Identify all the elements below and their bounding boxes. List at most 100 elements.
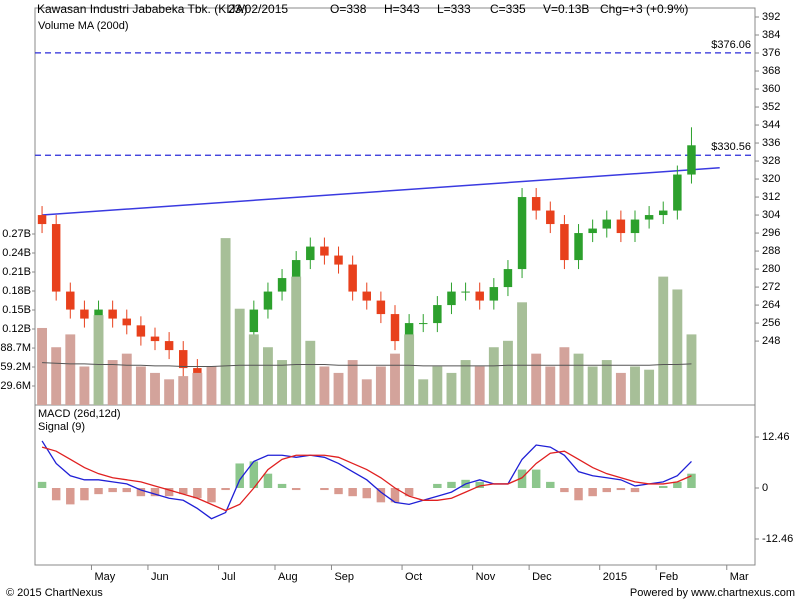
volume-ma-line: [42, 362, 692, 367]
candle-body: [616, 219, 626, 234]
x-tick-label: Jun: [151, 571, 169, 583]
chart-title: Kawasan Industri Jababeka Tbk. (KIJA): [37, 2, 248, 16]
y-tick-label: 12.46: [762, 431, 790, 443]
volume-bar: [93, 315, 104, 405]
macd-histogram-bar: [122, 488, 131, 493]
candle-body: [659, 210, 668, 216]
volume-bar: [107, 360, 118, 405]
candle-body: [517, 197, 527, 270]
macd-histogram-bar: [80, 488, 89, 501]
volume-bar: [79, 366, 90, 405]
candle-body: [630, 219, 640, 234]
volume-bar: [234, 308, 245, 405]
volume-bar: [531, 353, 542, 405]
candle-body: [673, 174, 682, 211]
candle-body: [348, 264, 357, 292]
candle-body: [546, 210, 555, 225]
y-tick-label: 320: [762, 173, 780, 185]
y-tick-label: 88.7M: [0, 342, 31, 354]
y-tick-label: 0.27B: [2, 228, 31, 240]
y-tick-label: -12.46: [762, 533, 793, 545]
candle-body: [136, 325, 146, 337]
candle-body: [447, 291, 456, 306]
macd-histogram-bar: [277, 483, 287, 489]
macd-histogram-bar: [602, 488, 611, 493]
macd-histogram-bar: [51, 488, 61, 501]
candle-body: [419, 323, 428, 325]
candle-body: [150, 336, 160, 342]
candle-body: [249, 309, 259, 333]
y-tick-label: 0.24B: [2, 247, 31, 259]
macd-histogram-bar: [291, 488, 301, 491]
macd-histogram-bar: [390, 488, 400, 503]
macd-histogram-bar: [348, 488, 357, 497]
y-tick-label: 328: [762, 155, 780, 167]
candle-body: [531, 197, 541, 211]
macd-histogram-bar: [207, 488, 216, 503]
volume-bar: [319, 366, 330, 405]
macd-histogram-bar: [66, 488, 75, 505]
x-tick-label: Feb: [659, 571, 678, 583]
macd-histogram-bar: [320, 488, 329, 491]
candle-body: [66, 291, 75, 310]
volume-bar: [65, 334, 76, 405]
volume-bar: [164, 379, 175, 405]
macd-histogram-bar: [447, 481, 456, 489]
macd-histogram-bar: [376, 488, 386, 503]
macd-histogram-bar: [179, 488, 188, 495]
volume-bar: [446, 372, 457, 405]
candle-body: [277, 278, 287, 292]
y-tick-label: 248: [762, 335, 780, 347]
macd-histogram-bar: [164, 488, 174, 497]
x-tick-label: May: [94, 571, 115, 583]
level-label: $376.06: [711, 39, 751, 51]
candle-body: [588, 228, 597, 234]
candle-body: [320, 246, 329, 256]
macd-histogram-bar: [263, 473, 273, 489]
x-tick-label: Sep: [334, 571, 354, 583]
macd-histogram-bar: [659, 485, 668, 489]
y-tick-label: 368: [762, 65, 780, 77]
volume-bar: [178, 376, 189, 405]
volume-bar: [559, 347, 570, 405]
volume-bar: [375, 366, 386, 405]
candle-body: [122, 318, 131, 326]
y-tick-label: 296: [762, 227, 780, 239]
candle-body: [291, 260, 301, 279]
header-field: V=0.13B: [543, 2, 589, 16]
volume-bar: [263, 347, 273, 405]
candle-body: [404, 323, 414, 342]
candle-body: [390, 314, 400, 342]
x-tick-label: Oct: [405, 571, 422, 583]
x-tick-label: Jul: [222, 571, 236, 583]
candle-body: [560, 224, 569, 261]
volume-bar: [474, 366, 485, 405]
macd-line: [41, 446, 692, 512]
header-field: H=343: [384, 2, 420, 16]
y-tick-label: 264: [762, 299, 780, 311]
macd-histogram-bar: [546, 481, 555, 489]
volume-bar: [573, 353, 584, 405]
volume-bar: [672, 289, 683, 405]
candle-body: [51, 224, 61, 292]
volume-bar: [658, 276, 669, 405]
candle-body: [644, 215, 654, 220]
y-tick-label: 336: [762, 137, 780, 149]
candle-body: [179, 350, 188, 369]
volume-bar: [432, 366, 443, 405]
y-tick-label: 0.12B: [2, 323, 31, 335]
y-tick-label: 0: [762, 482, 768, 494]
y-tick-label: 256: [762, 317, 780, 329]
volume-bar: [220, 238, 231, 405]
candle-body: [376, 300, 386, 315]
trendline: [42, 167, 720, 216]
volume-bar: [135, 366, 146, 405]
macd-histogram-bar: [517, 469, 527, 489]
macd-histogram-bar: [150, 488, 160, 497]
macd-histogram-bar: [94, 488, 103, 495]
y-tick-label: 0.21B: [2, 266, 31, 278]
candle-body: [37, 215, 47, 225]
candle-body: [334, 255, 343, 265]
macd-histogram-bar: [433, 483, 442, 489]
